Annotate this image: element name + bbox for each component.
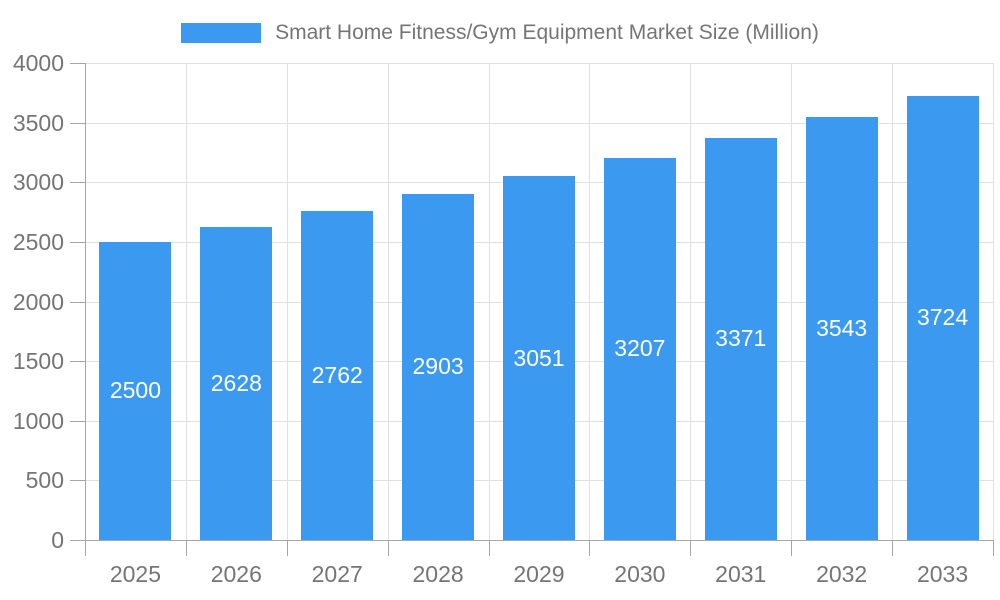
y-tick <box>70 480 85 482</box>
y-tick <box>70 241 85 243</box>
y-tick-label: 4000 <box>12 50 64 76</box>
y-tick-label: 500 <box>25 467 64 494</box>
x-tick-label: 2031 <box>715 561 767 587</box>
x-tick <box>85 540 86 556</box>
x-tick-label: 2027 <box>311 561 363 587</box>
x-tick <box>791 540 793 556</box>
bar[interactable] <box>402 193 475 540</box>
bar[interactable] <box>200 226 273 540</box>
bar[interactable] <box>603 157 676 540</box>
x-tick <box>185 540 187 556</box>
y-tick-label: 1000 <box>12 407 64 434</box>
bar[interactable] <box>704 138 777 540</box>
y-tick-label: 3000 <box>12 169 64 196</box>
x-tick-label: 2025 <box>109 561 162 587</box>
y-tick-label: 0 <box>51 527 64 553</box>
y-tick <box>70 420 85 422</box>
x-tick <box>488 540 490 556</box>
bar-value-label: 2762 <box>311 361 363 388</box>
bar-value-label: 3543 <box>816 315 868 342</box>
bar[interactable] <box>906 95 979 540</box>
v-gridline <box>690 63 692 540</box>
x-tick-label: 2033 <box>916 561 969 587</box>
y-tick <box>70 182 85 184</box>
bar-value-label: 3371 <box>715 325 767 352</box>
y-tick <box>70 63 85 64</box>
y-tick <box>70 540 85 541</box>
bar-value-label: 2628 <box>210 369 262 396</box>
legend[interactable]: Smart Home Fitness/Gym Equipment Market … <box>0 21 1000 44</box>
x-tick <box>387 540 389 556</box>
y-axis-line <box>85 63 86 556</box>
bar[interactable] <box>503 176 575 540</box>
v-gridline <box>892 63 894 540</box>
x-tick-label: 2026 <box>210 561 262 587</box>
bar-value-label: 3207 <box>614 335 666 362</box>
y-tick-label: 1500 <box>12 348 64 375</box>
y-tick-label: 2500 <box>12 228 64 255</box>
x-tick-label: 2028 <box>412 561 464 587</box>
x-tick <box>286 540 288 556</box>
v-gridline <box>387 63 389 540</box>
x-axis-line <box>85 540 993 541</box>
v-gridline <box>791 63 793 540</box>
y-tick <box>70 301 85 303</box>
bar[interactable] <box>99 241 172 540</box>
x-tick <box>892 540 894 556</box>
bar[interactable] <box>301 210 374 540</box>
y-tick <box>70 122 85 124</box>
x-tick <box>589 540 591 556</box>
bar-value-label: 3051 <box>513 344 565 371</box>
y-tick-label: 2000 <box>12 288 64 315</box>
v-gridline <box>589 63 591 540</box>
v-gridline <box>488 63 490 540</box>
bar-value-label: 3724 <box>916 304 969 331</box>
v-gridline <box>286 63 288 540</box>
bar-value-label: 2903 <box>412 353 464 380</box>
x-tick <box>993 540 994 556</box>
h-gridline <box>85 122 993 124</box>
x-tick <box>690 540 692 556</box>
y-tick-label: 3500 <box>12 109 64 136</box>
bar-value-label: 2500 <box>109 377 162 404</box>
bar[interactable] <box>805 117 878 540</box>
x-tick-label: 2030 <box>614 561 666 587</box>
v-gridline <box>993 63 994 540</box>
x-tick-label: 2029 <box>513 561 565 587</box>
legend-label: Smart Home Fitness/Gym Equipment Market … <box>275 21 819 44</box>
v-gridline <box>185 63 187 540</box>
y-tick <box>70 361 85 363</box>
legend-swatch-icon <box>181 22 262 43</box>
x-tick-label: 2032 <box>816 561 868 587</box>
h-gridline <box>85 63 993 64</box>
